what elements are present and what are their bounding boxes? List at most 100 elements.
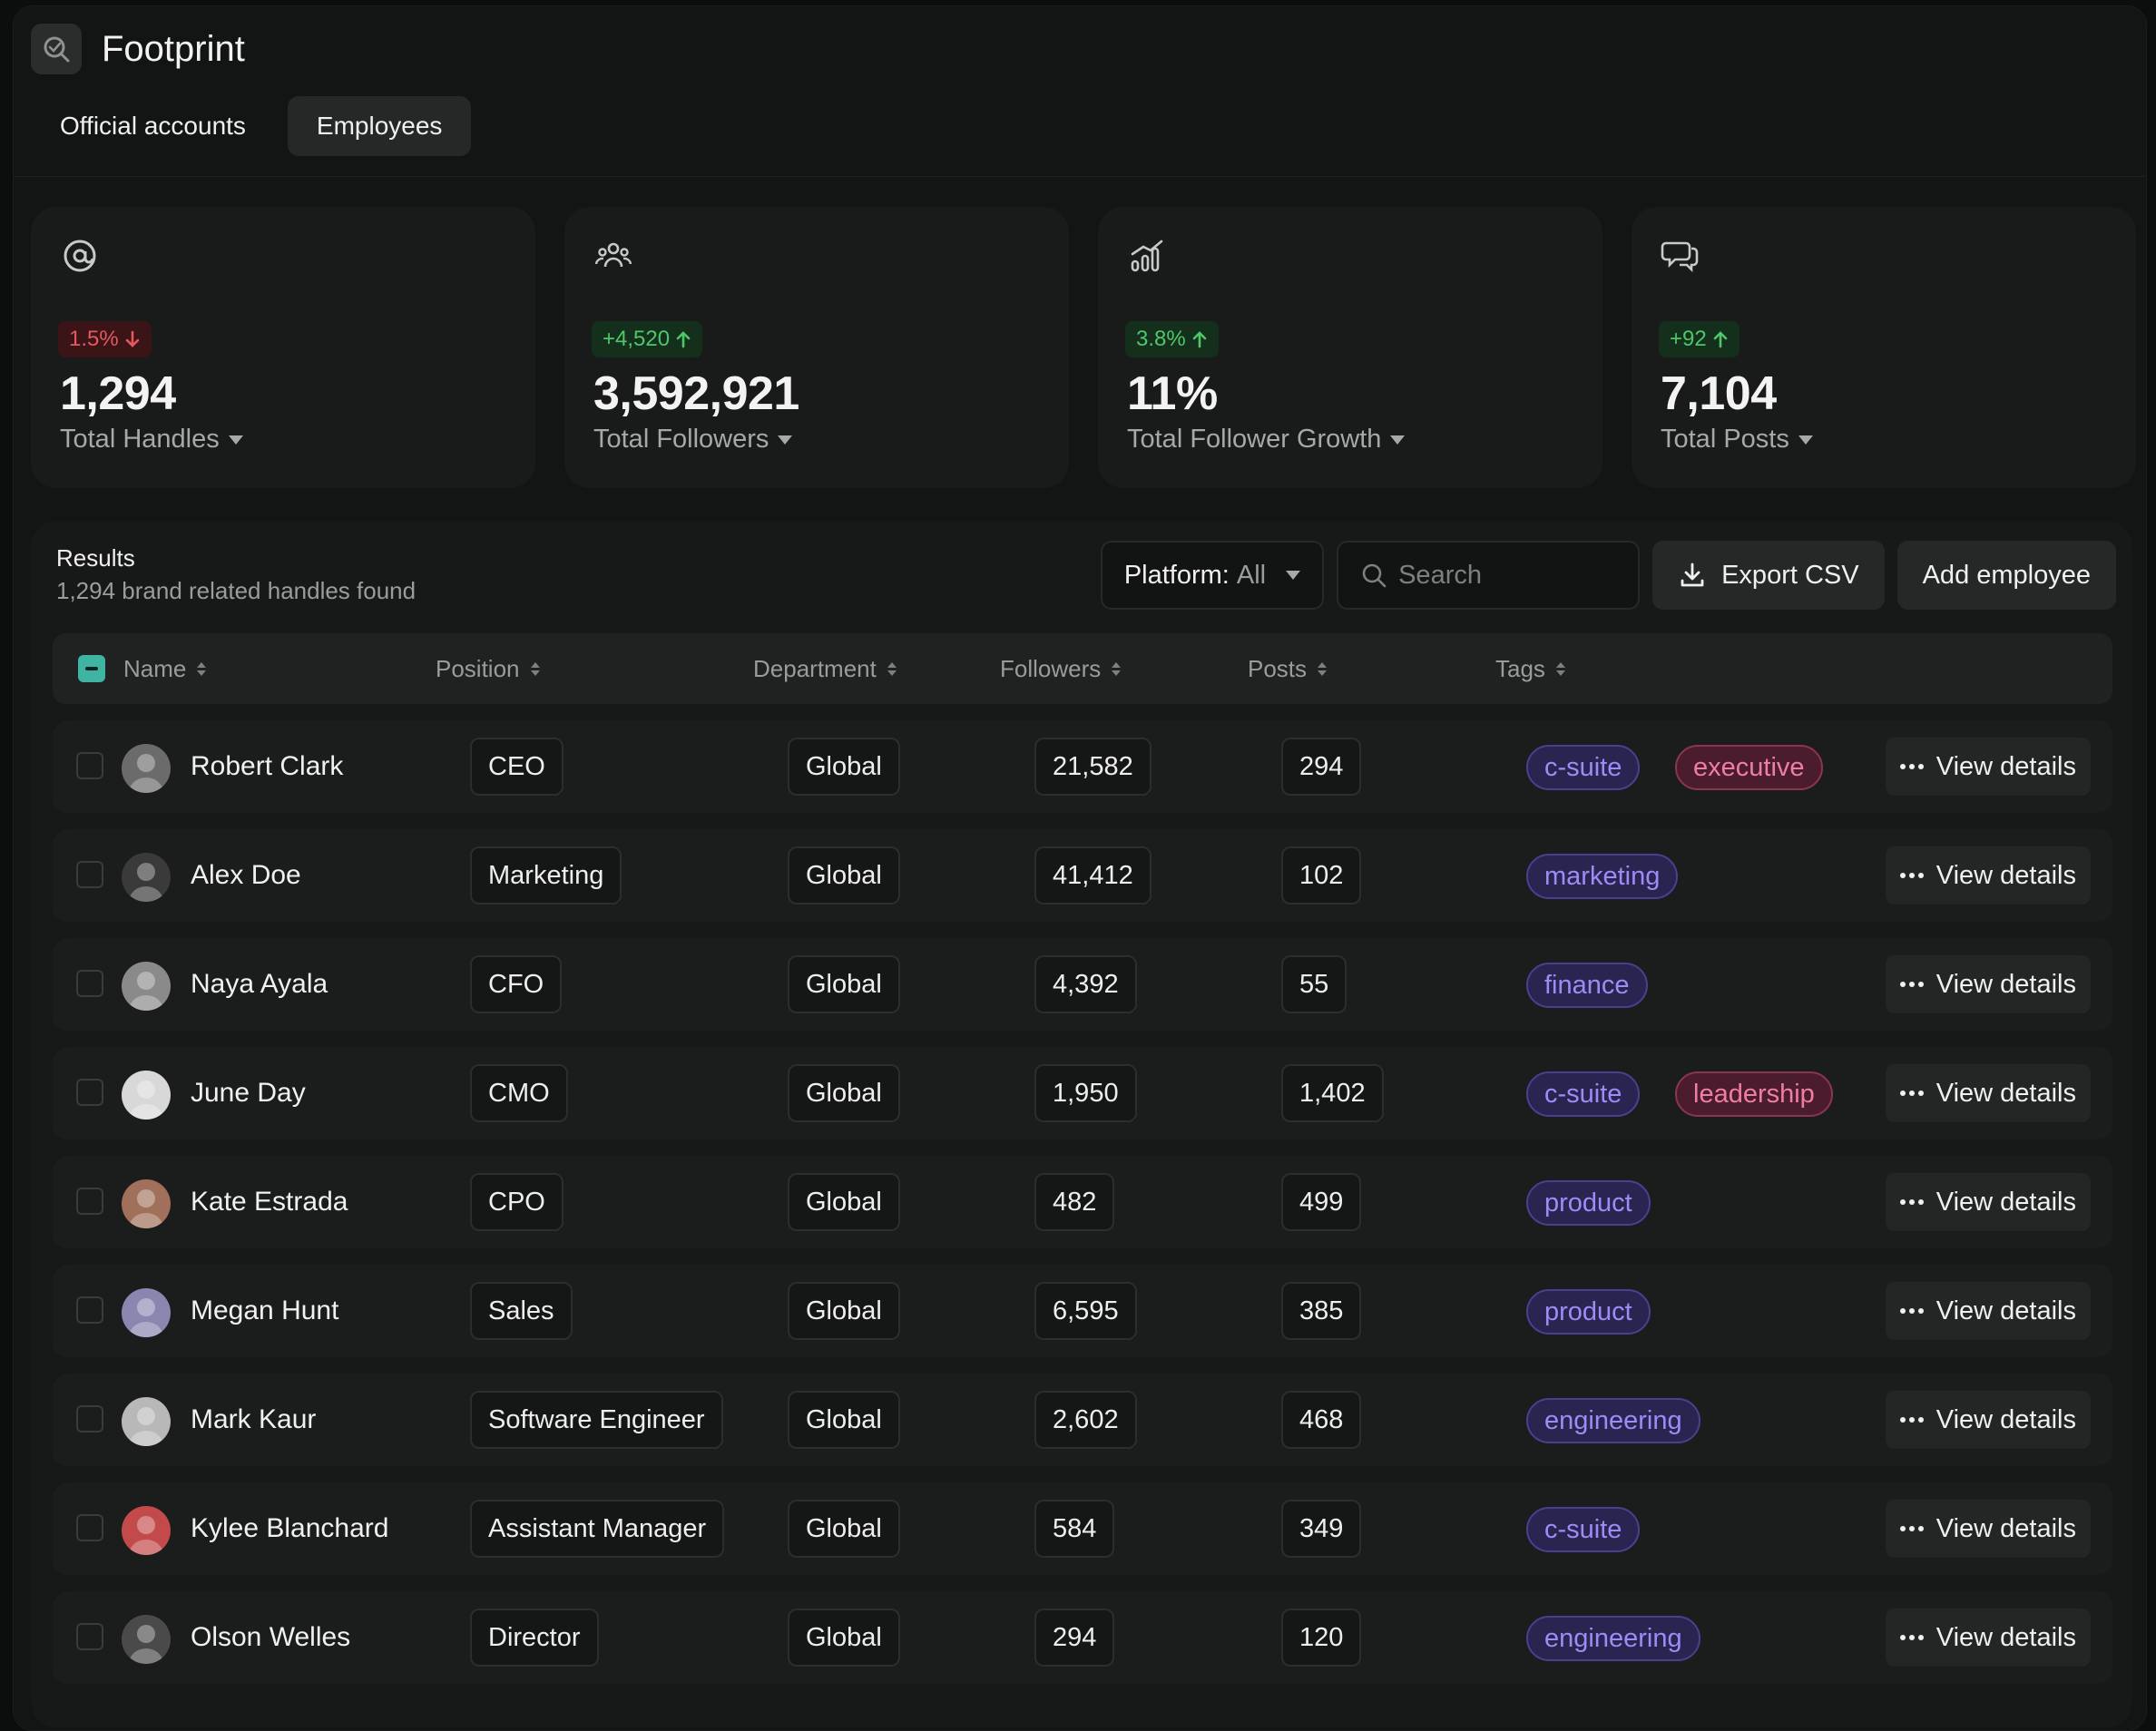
sort-icon xyxy=(1318,661,1328,676)
row-checkbox[interactable] xyxy=(76,1405,103,1433)
department-chip: Global xyxy=(788,1064,900,1122)
posts-chip: 499 xyxy=(1281,1173,1362,1231)
posts-chip: 55 xyxy=(1281,955,1348,1013)
row-checkbox[interactable] xyxy=(76,1296,103,1324)
department-chip: Global xyxy=(788,1391,900,1449)
view-details-label: View details xyxy=(1936,860,2076,890)
view-details-button[interactable]: View details xyxy=(1885,1609,2091,1667)
add-employee-button[interactable]: Add employee xyxy=(1896,541,2116,610)
row-checkbox[interactable] xyxy=(76,861,103,888)
followers-chip: 41,412 xyxy=(1034,846,1152,905)
tab-official-accounts[interactable]: Official accounts xyxy=(60,112,246,140)
header-divider xyxy=(13,176,2145,177)
followers-chip: 4,392 xyxy=(1034,955,1137,1013)
search-placeholder: Search xyxy=(1398,560,1482,590)
stat-label: Total Handles xyxy=(60,425,220,454)
more-dots-icon xyxy=(1899,1090,1924,1096)
row-checkbox[interactable] xyxy=(76,1188,103,1215)
table-row[interactable]: Alex Doe Marketing Global 41,412 102 marketin… xyxy=(53,829,2112,922)
column-header-posts[interactable]: Posts xyxy=(1248,633,1328,704)
table-row[interactable]: Naya Ayala CFO Global 4,392 55 finance View de… xyxy=(53,938,2112,1031)
employee-name: Olson Welles xyxy=(191,1622,351,1652)
tag-badge: engineering xyxy=(1526,1616,1700,1661)
posts-chip: 385 xyxy=(1281,1282,1362,1340)
table-row[interactable]: June Day CMO Global 1,950 1,402 c-suite leader… xyxy=(53,1047,2112,1139)
department-chip: Global xyxy=(788,1500,900,1558)
row-checkbox[interactable] xyxy=(76,1514,103,1541)
select-all-checkbox[interactable] xyxy=(78,655,105,682)
sort-icon xyxy=(197,661,207,676)
column-header-position[interactable]: Position xyxy=(436,633,540,704)
app-title: Footprint xyxy=(102,28,245,69)
caret-down-icon xyxy=(228,435,243,445)
position-chip: Director xyxy=(470,1609,599,1667)
stat-delta-badge: 1.5% xyxy=(58,321,152,357)
employee-name: Alex Doe xyxy=(191,860,301,890)
search-icon xyxy=(1362,563,1387,588)
tag-badge: c-suite xyxy=(1526,745,1641,790)
column-header-department[interactable]: Department xyxy=(753,633,897,704)
more-dots-icon xyxy=(1899,1417,1924,1423)
table-row[interactable]: Kate Estrada CPO Global 482 499 product View d… xyxy=(53,1156,2112,1248)
tag-badge: engineering xyxy=(1526,1398,1700,1443)
tab-employees[interactable]: Employees xyxy=(287,96,472,156)
posts-chip: 102 xyxy=(1281,846,1362,905)
stat-label-dropdown[interactable]: Total Handles xyxy=(60,425,243,455)
stat-card-followers: +4,520 3,592,921 Total Followers xyxy=(564,207,1069,488)
platform-filter-label: Platform: xyxy=(1123,560,1230,590)
view-details-label: View details xyxy=(1936,1296,2076,1325)
column-header-tags[interactable]: Tags xyxy=(1495,633,1565,704)
posts-chip: 120 xyxy=(1281,1609,1362,1667)
table-row[interactable]: Olson Welles Director Global 294 120 engineer… xyxy=(53,1591,2112,1684)
stat-delta-badge: +92 xyxy=(1659,321,1740,357)
view-details-button[interactable]: View details xyxy=(1885,738,2091,796)
results-title: Results xyxy=(56,544,135,572)
view-details-button[interactable]: View details xyxy=(1885,1500,2091,1558)
table-row[interactable]: Kylee Blanchard Assistant Manager Global 58… xyxy=(53,1482,2112,1575)
column-label: Tags xyxy=(1495,654,1545,682)
table-row[interactable]: Megan Hunt Sales Global 6,595 385 product View… xyxy=(53,1265,2112,1357)
view-details-button[interactable]: View details xyxy=(1885,846,2091,905)
employee-name: Kate Estrada xyxy=(191,1187,348,1217)
stat-card-growth: 3.8% 11% Total Follower Growth xyxy=(1098,207,1602,488)
table-row[interactable]: Mark Kaur Software Engineer Global 2,602 468… xyxy=(53,1374,2112,1466)
avatar xyxy=(122,853,171,902)
posts-chip: 1,402 xyxy=(1281,1064,1384,1122)
view-details-label: View details xyxy=(1936,969,2076,999)
view-details-button[interactable]: View details xyxy=(1885,955,2091,1013)
stat-label-dropdown[interactable]: Total Posts xyxy=(1661,425,1813,455)
tag-badge: product xyxy=(1526,1180,1651,1226)
stat-label-dropdown[interactable]: Total Followers xyxy=(593,425,793,455)
view-details-button[interactable]: View details xyxy=(1885,1173,2091,1231)
view-details-button[interactable]: View details xyxy=(1885,1282,2091,1340)
search-input[interactable]: Search xyxy=(1337,541,1641,610)
table-header: Name Position Department Followers Posts… xyxy=(53,633,2112,704)
stat-delta-value: +4,520 xyxy=(603,327,671,351)
stat-label-dropdown[interactable]: Total Follower Growth xyxy=(1127,425,1406,455)
results-panel: Results 1,294 brand related handles foun… xyxy=(31,521,2132,1727)
followers-chip: 294 xyxy=(1034,1609,1115,1667)
position-chip: CEO xyxy=(470,738,564,796)
platform-filter-dropdown[interactable]: Platform: All xyxy=(1100,541,1325,610)
row-checkbox[interactable] xyxy=(76,1079,103,1106)
posts-chip: 349 xyxy=(1281,1500,1362,1558)
view-details-button[interactable]: View details xyxy=(1885,1391,2091,1449)
view-details-button[interactable]: View details xyxy=(1885,1064,2091,1122)
row-checkbox[interactable] xyxy=(76,970,103,997)
more-dots-icon xyxy=(1899,1526,1924,1531)
table-row[interactable]: Robert Clark CEO Global 21,582 294 c-suite exe… xyxy=(53,720,2112,813)
department-chip: Global xyxy=(788,1173,900,1231)
more-dots-icon xyxy=(1899,764,1924,769)
tag-badge: c-suite xyxy=(1526,1507,1641,1552)
column-label: Followers xyxy=(1000,654,1102,682)
export-csv-button[interactable]: Export CSV xyxy=(1652,541,1885,610)
sort-icon xyxy=(1555,661,1565,676)
view-details-label: View details xyxy=(1936,751,2076,781)
sort-icon xyxy=(530,661,540,676)
stat-label: Total Posts xyxy=(1661,425,1789,454)
column-header-name[interactable]: Name xyxy=(123,633,207,704)
column-header-followers[interactable]: Followers xyxy=(1000,633,1122,704)
row-checkbox[interactable] xyxy=(76,752,103,779)
employee-name: Robert Clark xyxy=(191,751,344,781)
row-checkbox[interactable] xyxy=(76,1623,103,1650)
